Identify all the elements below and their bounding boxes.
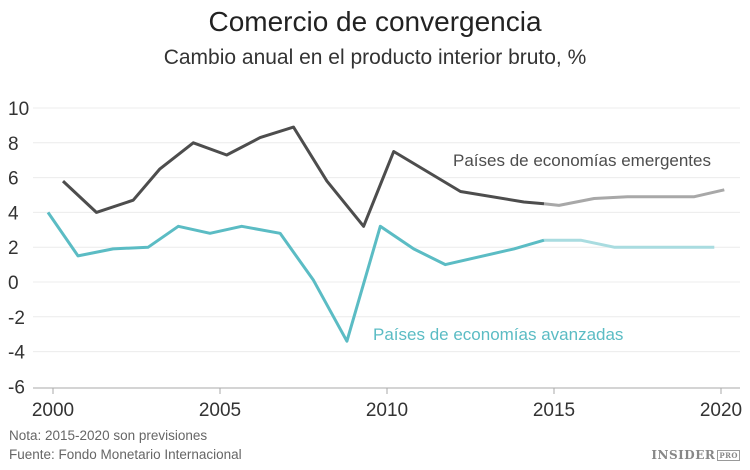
- y-tick-label: -6: [8, 377, 25, 398]
- x-tick-label: 2020: [700, 400, 742, 421]
- y-tick-label: 0: [8, 273, 19, 294]
- y-tick-label: -4: [8, 343, 25, 364]
- emerging-series-line: [61, 125, 545, 228]
- advanced-series-line: [46, 211, 545, 343]
- logo-text: INSIDER: [651, 448, 716, 462]
- insider-pro-logo: INSIDER PRO: [651, 448, 740, 462]
- advanced-forecast-line: [544, 238, 715, 249]
- y-tick-label: 6: [8, 169, 19, 190]
- source-note: Fuente: Fondo Monetario Internacional: [9, 447, 242, 462]
- x-tick-label: 2000: [32, 400, 74, 421]
- x-tick-label: 2015: [533, 400, 575, 421]
- chart-subtitle: Cambio anual en el producto interior bru…: [163, 46, 587, 69]
- x-tick-label: 2005: [199, 400, 241, 421]
- forecast-note: Nota: 2015-2020 son previsiones: [9, 428, 208, 443]
- emerging-forecast-line: [543, 188, 725, 207]
- chart-title: Comercio de convergencia: [208, 6, 542, 37]
- x-tick-label: 2010: [366, 400, 408, 421]
- y-tick-label: 2: [8, 238, 19, 259]
- logo-badge: PRO: [717, 450, 740, 461]
- y-tick-label: 8: [8, 134, 19, 155]
- y-tick-label: -2: [8, 308, 25, 329]
- y-tick-label: 10: [8, 99, 29, 120]
- advanced-series-label: Países de economías avanzadas: [373, 325, 623, 344]
- y-tick-label: 4: [8, 203, 19, 224]
- emerging-series-label: Países de economías emergentes: [453, 151, 711, 170]
